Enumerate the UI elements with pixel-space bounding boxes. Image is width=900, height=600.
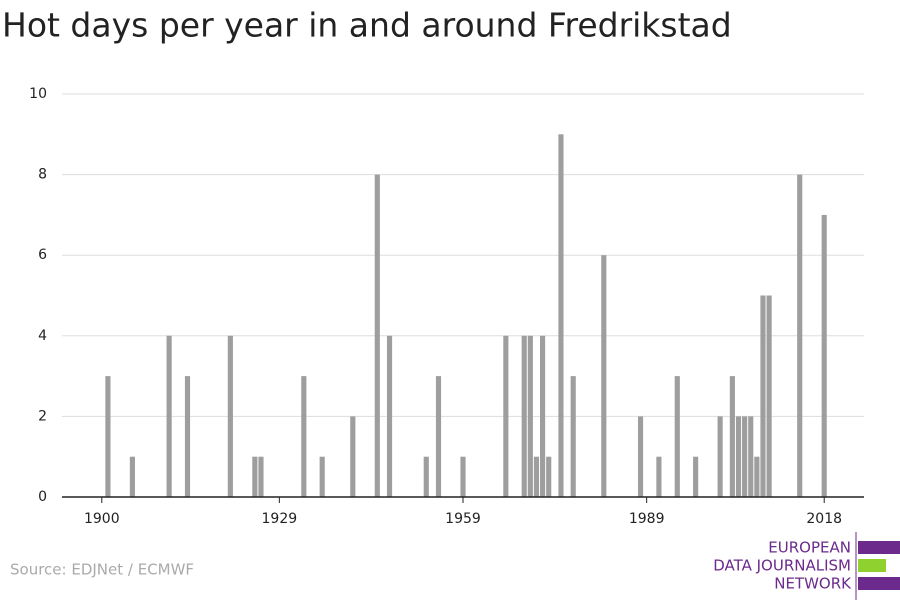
chart-title: Hot days per year in and around Fredriks… xyxy=(2,6,732,45)
source: Source: EDJNet / ECMWF xyxy=(10,561,194,579)
y-tick-label: 10 xyxy=(29,86,47,102)
bar xyxy=(319,456,325,497)
bar xyxy=(533,456,540,497)
y-tick-label: 8 xyxy=(38,167,47,183)
bar xyxy=(760,295,766,497)
bar xyxy=(797,174,803,497)
x-tick-label: 1929 xyxy=(262,511,298,527)
y-tick-label: 2 xyxy=(38,408,47,424)
bar xyxy=(766,295,772,497)
bar xyxy=(435,376,442,497)
bar xyxy=(570,376,576,497)
bar xyxy=(258,456,264,497)
bar xyxy=(717,416,723,497)
bar xyxy=(742,416,748,497)
bar xyxy=(693,456,699,497)
logo-text: EUROPEAN xyxy=(768,539,851,557)
bar xyxy=(601,255,607,497)
logo-bar xyxy=(858,577,900,590)
y-tick-label: 0 xyxy=(38,489,47,505)
bar xyxy=(386,335,393,497)
bar xyxy=(350,416,356,497)
y-tick-label: 6 xyxy=(38,247,47,263)
logo-text: NETWORK xyxy=(774,575,852,593)
bar xyxy=(546,456,552,497)
logo: EUROPEAN DATA JOURNALISM NETWORK xyxy=(713,532,900,600)
logo-bar xyxy=(858,541,900,554)
bar xyxy=(252,456,258,497)
bar xyxy=(503,335,509,497)
bar xyxy=(540,335,546,497)
logo-bar xyxy=(858,559,886,572)
bar xyxy=(105,376,111,497)
bar xyxy=(674,376,680,497)
bar xyxy=(729,376,735,497)
bar xyxy=(521,335,527,497)
bar xyxy=(637,416,644,497)
bar xyxy=(423,456,429,497)
bar xyxy=(129,456,135,497)
x-tick-label: 2018 xyxy=(806,511,842,527)
bar xyxy=(527,335,533,497)
bar xyxy=(558,134,564,498)
bar xyxy=(227,335,233,497)
x-tick-label: 1989 xyxy=(629,511,665,527)
bar xyxy=(656,456,662,497)
bar xyxy=(166,335,172,497)
bar xyxy=(184,376,191,497)
logo-text: DATA JOURNALISM xyxy=(713,557,851,575)
bar xyxy=(748,416,754,497)
bar xyxy=(301,376,307,497)
y-tick-label: 4 xyxy=(38,328,47,344)
bar xyxy=(460,456,466,497)
x-tick-label: 1900 xyxy=(84,511,120,527)
bar xyxy=(754,456,760,497)
bar xyxy=(821,214,827,497)
bar xyxy=(374,174,380,497)
bar xyxy=(735,416,742,497)
x-tick-label: 1959 xyxy=(445,511,481,527)
